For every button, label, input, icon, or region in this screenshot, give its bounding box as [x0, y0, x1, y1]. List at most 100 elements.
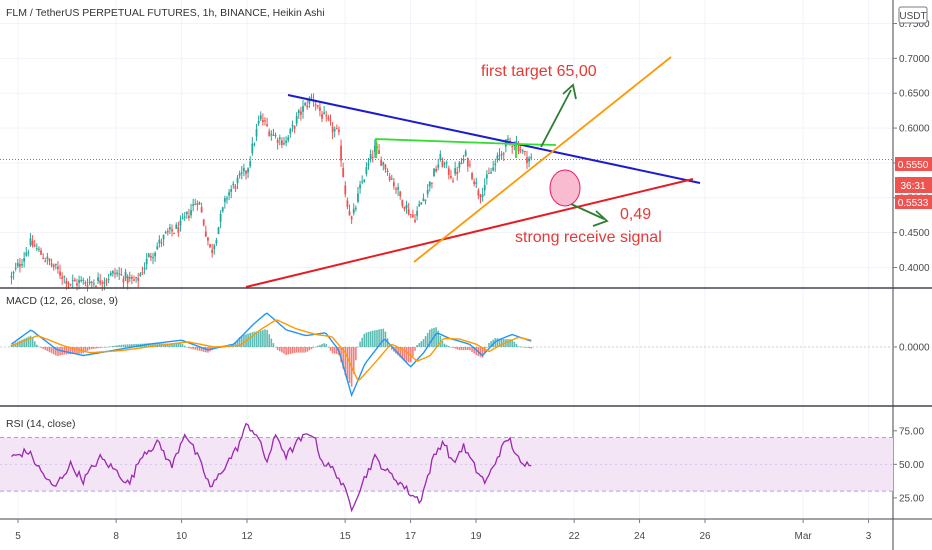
macd-histogram-bar — [507, 339, 509, 347]
candle-body — [19, 263, 21, 267]
time-tick-label: Mar — [795, 531, 813, 542]
green-resistance-extension[interactable] — [515, 143, 557, 146]
macd-histogram-bar — [405, 347, 408, 362]
candle-body — [475, 182, 478, 184]
macd-histogram-bar — [27, 336, 30, 347]
macd-pane[interactable]: MACD (12, 26, close, 9) — [0, 295, 893, 398]
time-tick-label: 24 — [634, 531, 646, 542]
macd-histogram-bar — [97, 347, 99, 349]
orange-trendline[interactable] — [413, 56, 672, 263]
candle-body — [306, 105, 309, 108]
upper-trendline[interactable] — [287, 94, 701, 184]
macd-histogram-bar — [188, 347, 190, 349]
candle-body — [268, 131, 271, 136]
macd-histogram-bar — [52, 347, 55, 355]
macd-histogram-bar — [431, 328, 433, 347]
macd-histogram-bar — [192, 347, 194, 350]
macd-histogram-bar — [145, 343, 148, 347]
macd-histogram-bar — [397, 347, 399, 356]
candle-body — [16, 262, 19, 267]
candle-body — [280, 140, 283, 146]
candle-body — [526, 157, 528, 164]
macd-histogram-bar — [496, 338, 499, 347]
candle-body — [382, 162, 385, 165]
candle-body — [348, 210, 351, 216]
macd-histogram-bar — [293, 347, 296, 353]
macd-histogram-bar — [460, 347, 463, 351]
green-resistance-line[interactable] — [375, 138, 517, 158]
candle-body — [456, 172, 459, 175]
candle-body — [109, 272, 112, 276]
price-tick-label: 0.4000 — [899, 263, 930, 274]
candle-body — [114, 272, 116, 275]
candle-body — [333, 129, 336, 132]
candle-body — [135, 276, 138, 279]
candle-body — [517, 145, 520, 152]
macd-histogram-bar — [243, 334, 245, 347]
macd-histogram-bar — [329, 347, 332, 351]
macd-histogram-bar — [331, 347, 334, 354]
candle-body — [367, 163, 370, 166]
macd-histogram-bar — [251, 332, 254, 347]
macd-line — [11, 312, 532, 398]
macd-histogram-bar — [528, 347, 530, 349]
macd-histogram-bar — [445, 344, 448, 347]
candle-body — [103, 281, 106, 284]
price-axis[interactable]: 0.75000.70000.65000.60000.55000.50000.45… — [893, 19, 930, 504]
candle-body — [471, 173, 473, 180]
macd-histogram-bar — [519, 346, 522, 348]
candle-body — [458, 162, 461, 168]
chart-title: FLM / TetherUS PERPETUAL FUTURES, 1h, BI… — [6, 7, 325, 19]
macd-histogram-bar — [33, 341, 36, 347]
macd-histogram-bar — [441, 341, 444, 347]
signal-circle[interactable] — [549, 169, 581, 207]
macd-histogram-bar — [126, 344, 129, 347]
candle-body — [99, 280, 102, 284]
candle-body — [234, 186, 237, 189]
macd-histogram-bar — [247, 333, 249, 347]
macd-histogram-bar — [471, 347, 473, 352]
macd-histogram-bar — [530, 347, 533, 349]
macd-histogram-bar — [264, 329, 266, 347]
candle-body — [211, 249, 214, 254]
candle-body — [274, 135, 277, 137]
candle-body — [494, 163, 497, 166]
candle-body — [399, 191, 402, 197]
lower-trendline[interactable] — [245, 178, 694, 288]
macd-histogram-bar — [376, 329, 378, 347]
candle-body — [249, 161, 252, 167]
candle-body — [431, 182, 433, 184]
macd-histogram-bar — [454, 347, 456, 349]
candle-body — [130, 276, 133, 279]
time-tick-label: 15 — [340, 531, 352, 542]
currency-box[interactable] — [898, 6, 928, 24]
macd-histogram-bar — [194, 347, 197, 350]
price-pane[interactable]: first target 65,00 0,49 strong receive s… — [0, 7, 893, 292]
time-tick-label: 19 — [470, 531, 482, 542]
macd-histogram-bar — [118, 345, 121, 347]
candle-body — [46, 256, 49, 259]
candle-body — [118, 273, 121, 275]
macd-histogram-bar — [327, 347, 330, 348]
macd-histogram-bar — [422, 339, 425, 347]
candle-body — [331, 126, 334, 133]
candle-body — [515, 140, 518, 144]
rsi-pane[interactable]: RSI (14, close) — [0, 418, 893, 513]
macd-histogram-bar — [418, 343, 421, 347]
candle-body — [198, 202, 201, 205]
candle-body — [54, 263, 57, 266]
candle-body — [276, 139, 279, 143]
candle-body — [253, 143, 256, 145]
candle-body — [462, 158, 465, 161]
macd-histogram-bar — [348, 347, 351, 383]
macd-histogram-bar — [25, 337, 28, 347]
candle-body — [116, 272, 118, 274]
macd-histogram-bar — [469, 347, 471, 351]
macd-histogram-bar — [76, 347, 78, 354]
time-axis[interactable]: 5 8 10 12 15 17 19 22 24 26 Mar 3 — [15, 519, 872, 542]
candle-body — [80, 279, 83, 282]
candle-body — [255, 129, 258, 137]
macd-histogram-bar — [287, 347, 290, 355]
candle-body — [445, 162, 448, 164]
